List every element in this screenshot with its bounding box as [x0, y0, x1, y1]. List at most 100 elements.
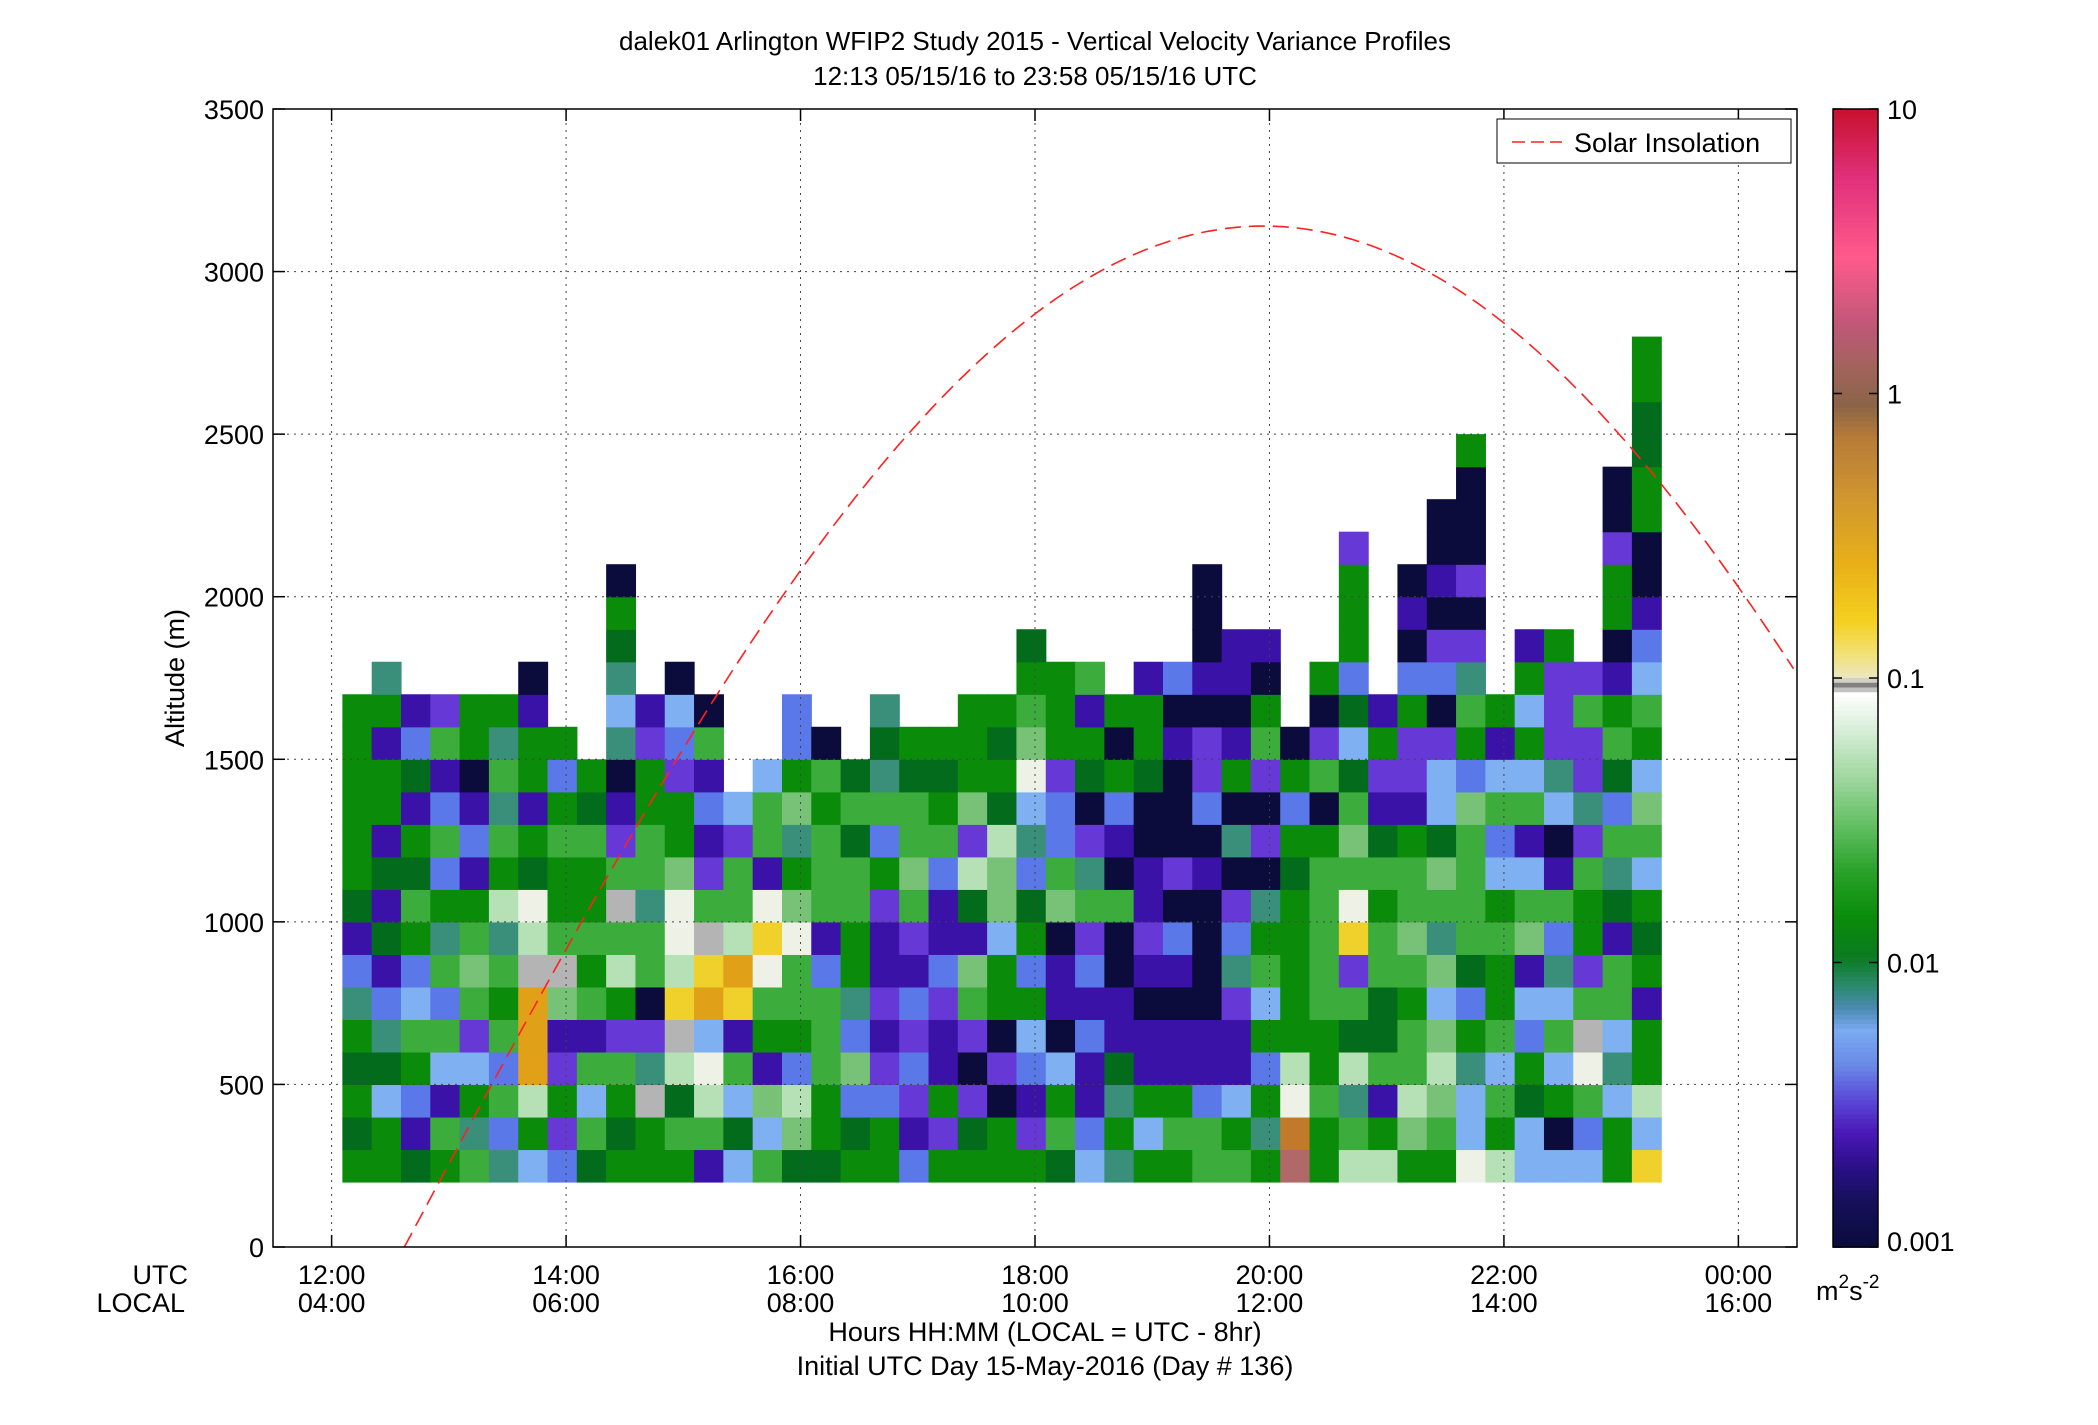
- heatmap-cell: [1016, 1116, 1047, 1151]
- heatmap-cell: [1104, 921, 1135, 955]
- legend-label: Solar Insolation: [1574, 128, 1760, 158]
- colorbar-segment: [1833, 293, 1878, 300]
- heatmap-cell: [459, 1019, 490, 1053]
- heatmap-cell: [899, 759, 930, 793]
- heatmap-cell: [547, 856, 578, 890]
- heatmap-cell: [371, 791, 402, 825]
- heatmap-cell: [1514, 856, 1545, 890]
- heatmap-cell: [430, 726, 461, 760]
- heatmap-cell: [899, 986, 930, 1020]
- heatmap-cell: [811, 986, 842, 1020]
- colorbar-segment: [1833, 1175, 1878, 1182]
- heatmap-cell: [723, 791, 754, 825]
- heatmap-cell: [635, 1019, 666, 1053]
- heatmap-cell: [1162, 954, 1193, 988]
- x-tick-label-utc: 14:00: [532, 1260, 600, 1290]
- colorbar-segment: [1833, 203, 1878, 210]
- x-tick-label-utc: 12:00: [298, 1260, 366, 1290]
- heatmap-cell: [1426, 726, 1457, 760]
- heatmap-cell: [1602, 629, 1633, 663]
- heatmap-cell: [957, 726, 988, 760]
- heatmap-cell: [1631, 661, 1662, 695]
- heatmap-cell: [518, 889, 549, 923]
- heatmap-cell: [1543, 856, 1574, 890]
- colorbar-segment: [1833, 402, 1878, 409]
- heatmap-cell: [576, 791, 607, 825]
- x-tick-label-utc: 16:00: [767, 1260, 835, 1290]
- colorbar-segment: [1833, 753, 1878, 760]
- heatmap-cell: [430, 921, 461, 955]
- colorbar-segment: [1833, 1014, 1878, 1021]
- heatmap-cell: [869, 889, 900, 923]
- heatmap-cell: [957, 1019, 988, 1053]
- colorbar-segment: [1833, 208, 1878, 215]
- heatmap-cell: [840, 824, 871, 858]
- heatmap-cell: [1309, 954, 1340, 988]
- heatmap-cell: [1573, 856, 1604, 890]
- heatmap-cell: [1104, 759, 1135, 793]
- colorbar-segment: [1833, 1123, 1878, 1130]
- heatmap-cell: [1133, 1084, 1164, 1118]
- heatmap-cell: [957, 1084, 988, 1118]
- heatmap-cell: [576, 759, 607, 793]
- heatmap-cell: [1016, 1051, 1047, 1086]
- heatmap-cell: [987, 856, 1018, 890]
- heatmap-cell: [1573, 1051, 1604, 1086]
- heatmap-cell: [1250, 1116, 1281, 1151]
- colorbar-segment: [1833, 478, 1878, 485]
- heatmap-cell: [1162, 856, 1193, 890]
- colorbar-segment: [1833, 734, 1878, 741]
- heatmap-cell: [869, 1149, 900, 1183]
- heatmap-cell: [430, 986, 461, 1020]
- colorbar-segment: [1833, 1190, 1878, 1196]
- colorbar-segment: [1833, 227, 1878, 234]
- heatmap-cell: [1309, 1116, 1340, 1151]
- heatmap-cell: [723, 1084, 754, 1118]
- heatmap-cell: [488, 791, 519, 825]
- colorbar-segment: [1833, 255, 1878, 262]
- colorbar-segment: [1833, 493, 1878, 499]
- colorbar-tick-label: 0.01: [1887, 949, 1940, 979]
- colorbar-segment: [1833, 986, 1878, 992]
- heatmap-cell: [547, 824, 578, 858]
- heatmap-cell: [1309, 759, 1340, 793]
- heatmap-cell: [1368, 726, 1399, 760]
- heatmap-cell: [1192, 564, 1223, 598]
- heatmap-cell: [1192, 1116, 1223, 1151]
- heatmap-cell: [1573, 1149, 1604, 1183]
- heatmap-cell: [694, 1149, 724, 1183]
- heatmap-cell: [1075, 791, 1105, 825]
- colorbar-segment: [1833, 1028, 1878, 1035]
- heatmap-cell: [1514, 726, 1545, 760]
- colorbar-segment: [1833, 336, 1878, 343]
- heatmap-cell: [1075, 921, 1105, 955]
- colorbar-segment: [1833, 1194, 1878, 1201]
- heatmap-cell: [1456, 921, 1486, 955]
- x-axis-label-2: Initial UTC Day 15-May-2016 (Day # 136): [797, 1351, 1294, 1381]
- colorbar-segment: [1833, 1024, 1878, 1030]
- heatmap-cell: [1280, 856, 1311, 890]
- colorbar-segment: [1833, 749, 1878, 755]
- heatmap-cell: [400, 759, 431, 793]
- heatmap-cell: [576, 889, 607, 923]
- heatmap-cell: [1133, 791, 1164, 825]
- heatmap-cell: [694, 759, 724, 793]
- heatmap-cell: [1075, 726, 1105, 760]
- heatmap-cell: [1397, 694, 1428, 728]
- colorbar-segment: [1833, 929, 1878, 935]
- colorbar-segment: [1833, 459, 1878, 466]
- colorbar-tick-label: 0.001: [1887, 1227, 1955, 1257]
- heatmap-cell: [1104, 889, 1135, 923]
- heatmap-cell: [752, 791, 783, 825]
- heatmap-cell: [400, 1084, 431, 1118]
- heatmap-cell: [547, 1051, 578, 1086]
- colorbar-segment: [1833, 251, 1878, 257]
- colorbar-segment: [1833, 317, 1878, 324]
- colorbar-segment: [1833, 540, 1878, 547]
- heatmap-cell: [1016, 629, 1047, 663]
- heatmap-cell: [752, 921, 783, 955]
- heatmap-cell: [987, 824, 1018, 858]
- heatmap-cell: [1045, 921, 1076, 955]
- chart-title: dalek01 Arlington WFIP2 Study 2015 - Ver…: [619, 26, 1451, 56]
